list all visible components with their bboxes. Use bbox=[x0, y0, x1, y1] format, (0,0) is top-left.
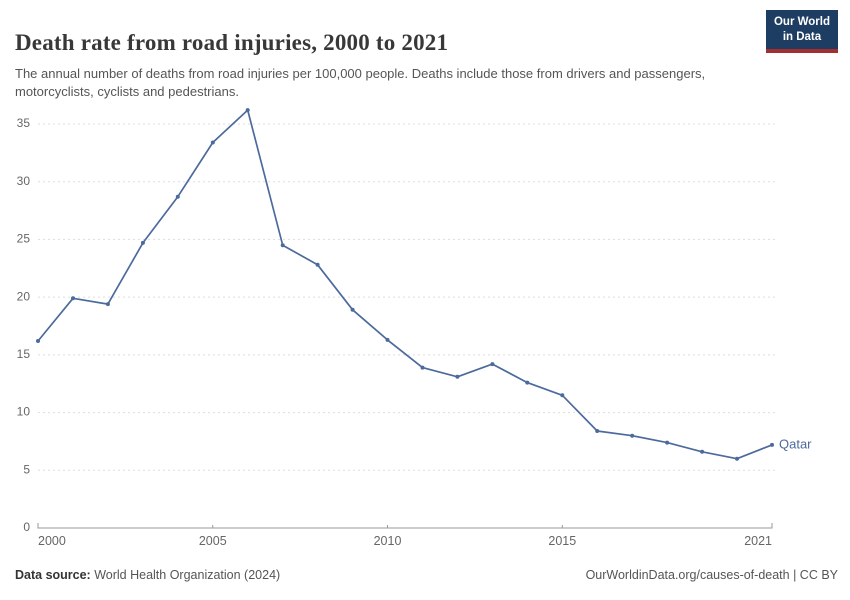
chart-footer: Data source: World Health Organization (… bbox=[15, 568, 838, 582]
data-point[interactable] bbox=[595, 429, 600, 433]
data-source-label: Data source: bbox=[15, 568, 91, 582]
y-tick-label: 35 bbox=[17, 116, 31, 130]
chart-subtitle: The annual number of deaths from road in… bbox=[15, 66, 706, 100]
data-point[interactable] bbox=[455, 374, 460, 379]
data-point[interactable] bbox=[350, 307, 355, 312]
y-tick-label: 5 bbox=[23, 462, 30, 476]
data-point[interactable] bbox=[175, 194, 180, 199]
data-point[interactable] bbox=[560, 393, 565, 398]
data-source-note: Data source: World Health Organization (… bbox=[15, 568, 280, 582]
x-tick-label: 2021 bbox=[744, 534, 772, 548]
data-point[interactable] bbox=[665, 440, 670, 445]
data-point[interactable] bbox=[735, 456, 739, 461]
data-point[interactable] bbox=[71, 296, 75, 301]
data-point[interactable] bbox=[630, 433, 635, 438]
citation-link[interactable]: OurWorldinData.org/causes-of-death | CC … bbox=[585, 568, 838, 582]
owid-logo-line2: in Data bbox=[782, 30, 822, 43]
data-point[interactable] bbox=[140, 240, 145, 245]
data-point[interactable] bbox=[700, 449, 705, 454]
owid-logo[interactable]: Our World in Data bbox=[765, 10, 838, 53]
x-tick-label: 2010 bbox=[374, 534, 402, 548]
data-point[interactable] bbox=[315, 262, 320, 267]
line-chart-plot-area[interactable]: 0 5 10 15 20 25 30 35 2000 2005 2010 2015 2021 Qatar bbox=[0, 90, 850, 560]
data-source-value: World Health Organization (2024) bbox=[90, 568, 281, 582]
x-tick-label: 2015 bbox=[548, 534, 576, 548]
y-tick-label: 25 bbox=[17, 232, 31, 246]
data-point[interactable] bbox=[420, 365, 425, 370]
x-axis-line bbox=[37, 523, 773, 529]
data-point[interactable] bbox=[105, 302, 110, 307]
series-end-label[interactable]: Qatar bbox=[779, 436, 812, 451]
y-tick-label: 10 bbox=[17, 405, 31, 419]
y-tick-label: 20 bbox=[17, 289, 31, 303]
y-tick-label: 30 bbox=[17, 174, 31, 188]
data-point[interactable] bbox=[490, 362, 495, 367]
series-line-qatar[interactable] bbox=[37, 109, 773, 460]
data-point[interactable] bbox=[280, 243, 285, 248]
data-point[interactable] bbox=[770, 442, 774, 447]
data-point[interactable] bbox=[245, 108, 250, 113]
data-point[interactable] bbox=[525, 380, 530, 385]
owid-logo-line1: Our World bbox=[773, 16, 830, 28]
y-tick-label: 0 bbox=[23, 520, 30, 534]
x-tick-label: 2000 bbox=[38, 534, 66, 548]
x-tick-label: 2005 bbox=[199, 534, 227, 548]
data-point[interactable] bbox=[36, 339, 40, 343]
data-point[interactable] bbox=[210, 140, 215, 145]
data-point[interactable] bbox=[385, 337, 390, 342]
chart-title: Death rate from road injuries, 2000 to 2… bbox=[15, 30, 449, 56]
y-tick-label: 15 bbox=[17, 347, 31, 361]
